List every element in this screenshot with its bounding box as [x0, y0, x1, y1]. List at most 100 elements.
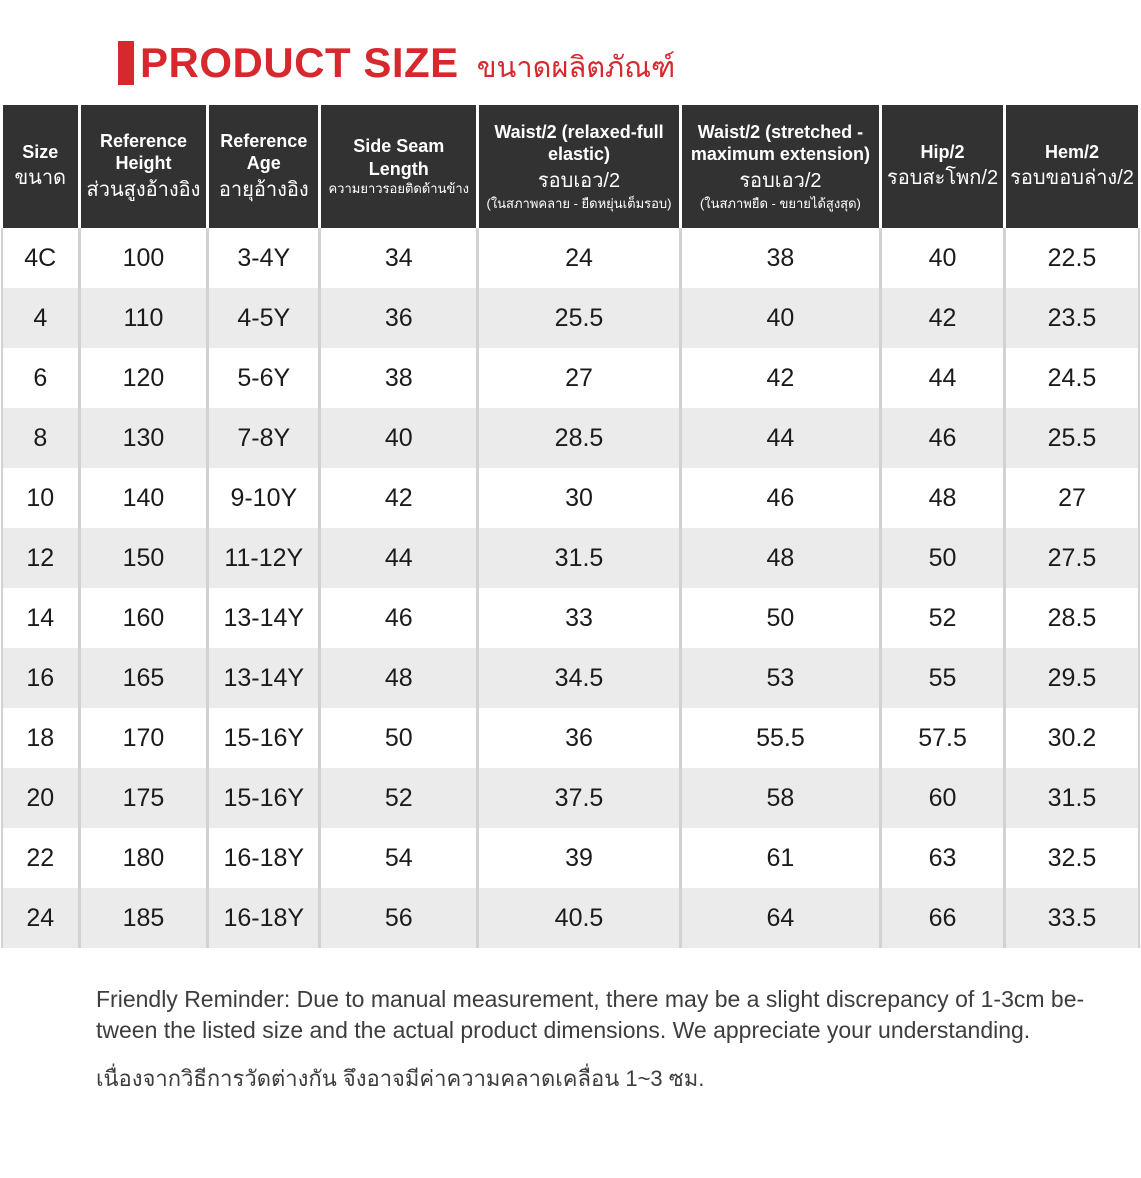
table-cell: 4 [3, 288, 78, 348]
table-cell: 31.5 [479, 528, 679, 588]
table-cell: 53 [681, 648, 880, 708]
table-cell: 38 [681, 228, 880, 288]
column-header: Size ขนาด [3, 105, 78, 228]
table-cell: 15-16Y [209, 768, 319, 828]
table-cell: 13-14Y [209, 648, 319, 708]
table-cell: 9-10Y [209, 468, 319, 528]
table-cell: 25.5 [1005, 408, 1138, 468]
table-cell: 34.5 [479, 648, 679, 708]
table-cell: 16-18Y [209, 828, 319, 888]
table-cell: 22.5 [1005, 228, 1138, 288]
table-cell: 63 [882, 828, 1003, 888]
table-cell: 39 [479, 828, 679, 888]
table-row: 24 185 16-18Y 56 40.5 64 66 33.5 [3, 888, 1138, 948]
footer-notes: Friendly Reminder: Due to manual measure… [96, 984, 1101, 1096]
table-cell: 13-14Y [209, 588, 319, 648]
column-header-label-th: รอบขอบล่าง/2 [1010, 167, 1134, 190]
table-cell: 40.5 [479, 888, 679, 948]
table-cell: 165 [80, 648, 207, 708]
table-cell: 25.5 [479, 288, 679, 348]
table-row: 8 130 7-8Y 40 28.5 44 46 25.5 [3, 408, 1138, 468]
table-row: 6 120 5-6Y 38 27 42 44 24.5 [3, 348, 1138, 408]
title-text-th: ขนาดผลิตภัณฑ์ [476, 51, 676, 84]
table-cell: 130 [80, 408, 207, 468]
table-cell: 30.2 [1005, 708, 1138, 768]
column-header-label-th-small: (ในสภาพคลาย - ยืดหยุ่นเต็มรอบ) [486, 195, 672, 211]
title-accent-bar [118, 41, 134, 85]
table-cell: 56 [321, 888, 477, 948]
table-cell: 24 [3, 888, 78, 948]
table-cell: 100 [80, 228, 207, 288]
table-cell: 150 [80, 528, 207, 588]
note-th: เนื่องจากวิธีการวัดต่างกัน จึงอาจมีค่าคว… [96, 1066, 705, 1092]
column-header: Reference Age อายุอ้างอิง [209, 105, 319, 228]
page-title: PRODUCT SIZE ขนาดผลิตภัณฑ์ [118, 40, 1141, 86]
column-header: Reference Height ส่วนสูงอ้างอิง [80, 105, 207, 228]
table-header: Size ขนาด Reference Height ส่วนสูงอ้างอิง Re… [3, 105, 1138, 228]
title-text-en: PRODUCT SIZE [140, 39, 459, 86]
table-cell: 50 [321, 708, 477, 768]
table-cell: 54 [321, 828, 477, 888]
table-cell: 46 [681, 468, 880, 528]
table-cell: 52 [321, 768, 477, 828]
table-cell: 175 [80, 768, 207, 828]
table-cell: 12 [3, 528, 78, 588]
column-header: Waist/2 (stretched - maximum extension) ร… [681, 105, 880, 228]
column-header-label-th: ขนาด [14, 167, 67, 190]
column-header-label-en: Reference Height [99, 130, 187, 174]
table-row: 14 160 13-14Y 46 33 50 52 28.5 [3, 588, 1138, 648]
column-header-label-en: Waist/2 (stretched - maximum extension) [690, 121, 870, 165]
table-cell: 61 [681, 828, 880, 888]
table-cell: 170 [80, 708, 207, 768]
table-cell: 33.5 [1005, 888, 1138, 948]
table-cell: 6 [3, 348, 78, 408]
column-header-label-th: รอบสะโพก/2 [886, 167, 999, 190]
table-cell: 28.5 [1005, 588, 1138, 648]
column-header-label-en: Hip/2 [920, 141, 965, 162]
column-header-label-th: อายุอ้างอิง [218, 178, 309, 201]
table-row: 18 170 15-16Y 50 36 55.5 57.5 30.2 [3, 708, 1138, 768]
table-cell: 42 [882, 288, 1003, 348]
note-en: Friendly Reminder: Due to manual measure… [96, 986, 1085, 1043]
column-header-label-th: รอบเอว/2 [537, 169, 621, 192]
table-cell: 10 [3, 468, 78, 528]
size-table: Size ขนาด Reference Height ส่วนสูงอ้างอิง Re… [0, 105, 1141, 948]
table-cell: 27.5 [1005, 528, 1138, 588]
table-cell: 5-6Y [209, 348, 319, 408]
table-row: 20 175 15-16Y 52 37.5 58 60 31.5 [3, 768, 1138, 828]
table-cell: 22 [3, 828, 78, 888]
column-header: Side Seam Length ความยาวรอยติดด้านข้าง [321, 105, 477, 228]
table-cell: 64 [681, 888, 880, 948]
table-cell: 27 [1005, 468, 1138, 528]
table-cell: 52 [882, 588, 1003, 648]
table-cell: 16 [3, 648, 78, 708]
table-cell: 40 [882, 228, 1003, 288]
table-row: 4 110 4-5Y 36 25.5 40 42 23.5 [3, 288, 1138, 348]
table-cell: 46 [882, 408, 1003, 468]
table-cell: 18 [3, 708, 78, 768]
table-cell: 50 [882, 528, 1003, 588]
table-row: 22 180 16-18Y 54 39 61 63 32.5 [3, 828, 1138, 888]
table-cell: 48 [681, 528, 880, 588]
table-cell: 20 [3, 768, 78, 828]
table-cell: 23.5 [1005, 288, 1138, 348]
table-cell: 16-18Y [209, 888, 319, 948]
table-cell: 32.5 [1005, 828, 1138, 888]
table-cell: 48 [321, 648, 477, 708]
table-cell: 7-8Y [209, 408, 319, 468]
table-cell: 8 [3, 408, 78, 468]
table-cell: 36 [321, 288, 477, 348]
column-header: Hem/2 รอบขอบล่าง/2 [1005, 105, 1138, 228]
table-cell: 60 [882, 768, 1003, 828]
table-cell: 37.5 [479, 768, 679, 828]
table-cell: 50 [681, 588, 880, 648]
table-body: 4C 100 3-4Y 34 24 38 40 22.5 4 110 4-5Y 36 25.5 40 42 2… [3, 228, 1138, 948]
table-cell: 3-4Y [209, 228, 319, 288]
column-header-label-th-small: ความยาวรอยติดด้านข้าง [328, 181, 470, 197]
table-row: 4C 100 3-4Y 34 24 38 40 22.5 [3, 228, 1138, 288]
table-cell: 44 [321, 528, 477, 588]
table-cell: 36 [479, 708, 679, 768]
table-row: 10 140 9-10Y 42 30 46 48 27 [3, 468, 1138, 528]
table-cell: 24 [479, 228, 679, 288]
table-cell: 42 [681, 348, 880, 408]
